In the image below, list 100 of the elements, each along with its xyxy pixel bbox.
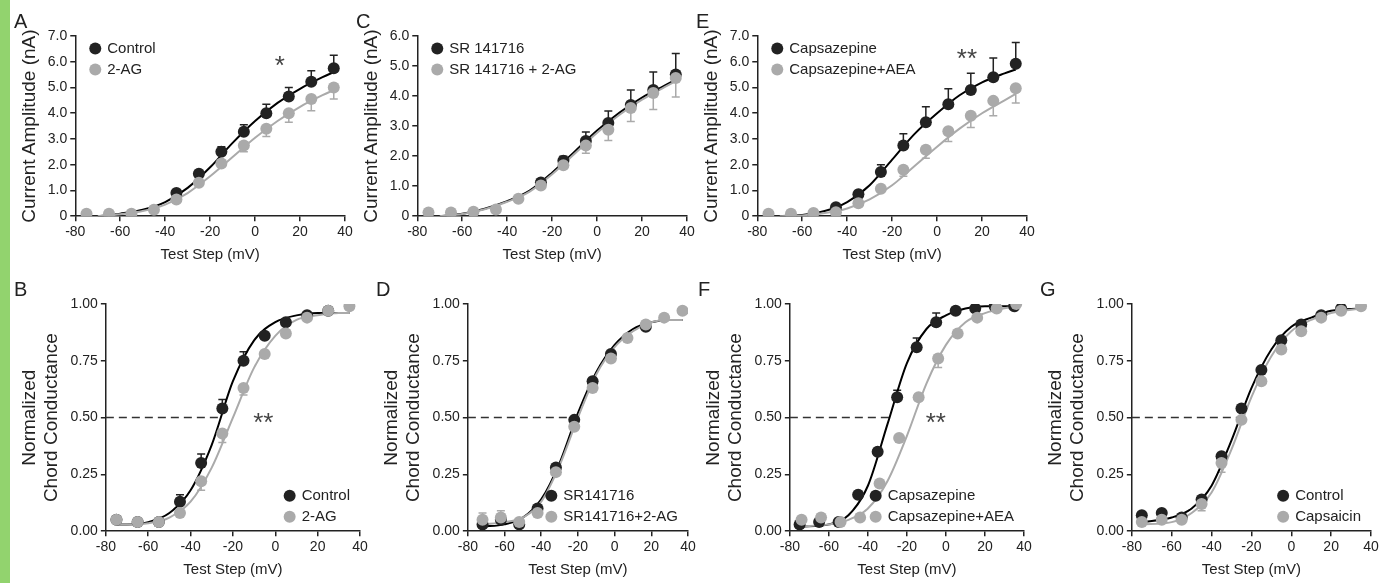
x-tick-label: -20 (542, 223, 563, 240)
annotation: ** (925, 406, 946, 437)
x-tick-label: 20 (1323, 538, 1340, 555)
x-axis-title: Test Step (mV) (1201, 560, 1302, 578)
y-axis-title: Normalized Chord Conductance (701, 333, 746, 503)
x-tick-label: -80 (1121, 538, 1143, 555)
y-tick-label: 1.0 (47, 181, 68, 198)
x-tick-label: 40 (1363, 538, 1379, 555)
y-tick-label: 1.00 (70, 294, 99, 311)
legend-label: Capsazepine+AEA (887, 506, 1015, 524)
legend-label: SR141716+2-AG (563, 506, 679, 524)
y-tick-label: 0.00 (754, 522, 783, 539)
x-axis-title: Test Step (mV) (842, 245, 942, 263)
legend-label: Control (107, 38, 156, 56)
x-tick-label: 40 (337, 223, 353, 240)
x-tick-label: -80 (747, 223, 768, 240)
y-tick-label: 2.0 (389, 146, 410, 163)
legend-label: SR 141716 (449, 38, 525, 56)
y-tick-label: 7.0 (47, 26, 68, 43)
x-tick-label: -40 (497, 223, 518, 240)
x-tick-label: 20 (643, 538, 660, 555)
y-tick-label: 1.0 (729, 181, 750, 198)
y-tick-label: 1.0 (389, 177, 410, 194)
y-tick-label: 0.00 (1096, 522, 1125, 539)
legend-label: Capsazepine+AEA (789, 59, 916, 77)
x-tick-label: 0 (251, 223, 260, 240)
chart-title: D (376, 277, 391, 300)
y-tick-label: 0.75 (70, 351, 99, 368)
x-tick-label: -80 (65, 223, 86, 240)
legend-label: 2-AG (301, 506, 337, 524)
x-tick-label: -40 (857, 538, 879, 555)
y-tick-label: 1.00 (1096, 294, 1125, 311)
x-tick-label: -40 (180, 538, 201, 555)
y-tick-label: 0.00 (432, 522, 461, 539)
x-tick-label: -20 (882, 223, 903, 240)
x-tick-label: -20 (1241, 538, 1262, 555)
x-tick-label: -60 (792, 223, 813, 240)
x-tick-label: -60 (494, 538, 515, 555)
annotation: ** (956, 43, 978, 74)
x-tick-label: 40 (1016, 538, 1032, 555)
y-tick-label: 5.0 (47, 78, 68, 95)
chart-title: F (698, 277, 711, 300)
y-tick-label: 4.0 (389, 86, 410, 103)
legend-label: Capsazepine (887, 485, 976, 503)
x-tick-label: 0 (1287, 538, 1296, 555)
y-tick-label: 3.0 (389, 116, 410, 133)
y-tick-label: 7.0 (729, 26, 750, 43)
y-tick-label: 5.0 (729, 78, 750, 95)
y-tick-label: 0.75 (432, 351, 461, 368)
legend-label: Control (1295, 485, 1344, 503)
x-tick-label: -40 (155, 223, 176, 240)
y-axis-title: Current Amplitude (nA) (359, 29, 381, 223)
y-axis-title: Current Amplitude (nA) (699, 29, 721, 223)
x-tick-label: 0 (610, 538, 619, 555)
y-tick-label: 4.0 (47, 104, 68, 121)
y-tick-label: 0.75 (1096, 351, 1125, 368)
x-tick-label: 20 (974, 223, 991, 240)
x-tick-label: 20 (634, 223, 651, 240)
x-axis-title: Test Step (mV) (160, 245, 260, 263)
y-tick-label: 3.0 (729, 129, 750, 146)
y-axis-title: Normalized Chord Conductance (1043, 333, 1088, 503)
y-tick-label: 6.0 (47, 52, 68, 69)
chart-title: A (14, 9, 28, 32)
y-tick-label: 0 (401, 207, 410, 224)
legend-label: 2-AG (107, 59, 143, 77)
y-tick-label: 0.25 (432, 465, 461, 482)
y-tick-label: 6.0 (729, 52, 750, 69)
x-tick-label: -80 (779, 538, 801, 555)
x-tick-label: 0 (593, 223, 602, 240)
y-tick-label: 0.25 (1096, 465, 1125, 482)
y-tick-label: 0.50 (1096, 408, 1125, 425)
x-tick-label: 40 (1019, 223, 1035, 240)
x-tick-label: 0 (933, 223, 942, 240)
y-axis-title: Current Amplitude (nA) (17, 29, 39, 223)
annotation: * (274, 50, 285, 81)
x-tick-label: 0 (942, 538, 951, 555)
x-tick-label: -40 (837, 223, 858, 240)
x-axis-title: Test Step (mV) (528, 560, 628, 578)
y-tick-label: 6.0 (389, 26, 410, 43)
chart-title: B (14, 277, 28, 300)
legend-label: SR 141716 + 2-AG (449, 59, 577, 77)
y-tick-label: 3.0 (47, 129, 68, 146)
y-axis-title: Normalized Chord Conductance (17, 333, 62, 503)
x-axis-title: Test Step (mV) (857, 560, 957, 578)
chart-title: G (1040, 277, 1056, 300)
annotation: ** (253, 406, 274, 437)
y-tick-label: 0.75 (754, 351, 783, 368)
x-axis-title: Test Step (mV) (183, 560, 283, 578)
x-tick-label: 40 (680, 538, 696, 555)
y-tick-label: 0.25 (754, 465, 783, 482)
x-tick-label: -20 (200, 223, 221, 240)
y-tick-label: 1.00 (754, 294, 783, 311)
x-tick-label: 20 (309, 538, 326, 555)
x-tick-label: 40 (679, 223, 695, 240)
x-tick-label: -20 (567, 538, 589, 555)
chart-title: E (696, 9, 710, 32)
y-tick-label: 2.0 (47, 155, 68, 172)
y-tick-label: 0 (59, 207, 68, 224)
y-axis-title: Normalized Chord Conductance (379, 333, 424, 503)
x-tick-label: 0 (271, 538, 280, 555)
